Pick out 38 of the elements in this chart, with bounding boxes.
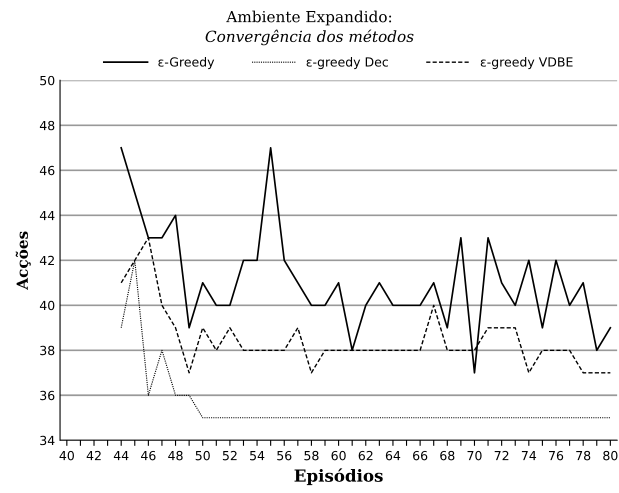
x-tick-label: 42 [86, 450, 101, 460]
y-tick-label: 40 [40, 300, 54, 310]
x-tick-label: 54 [250, 451, 264, 460]
y-tick-label: 38 [40, 346, 54, 356]
x-tick-label: 76 [549, 450, 564, 460]
legend-label: ε-greedy Dec [306, 57, 388, 70]
x-tick-label: 62 [358, 450, 372, 460]
x-tick-label: 64 [386, 450, 400, 460]
x-tick-label: 74 [522, 451, 536, 460]
y-tick-label: 34 [40, 436, 54, 446]
x-axis-title: Episódios [294, 468, 383, 486]
x-tick-label: 50 [196, 450, 210, 460]
y-tick-label: 46 [40, 166, 54, 176]
y-tick-label: 48 [40, 120, 54, 130]
y-tick-label: 44 [40, 210, 54, 220]
y-tick-label: 50 [40, 76, 54, 86]
x-tick-label: 66 [413, 450, 428, 460]
y-tick-label: 36 [40, 390, 54, 400]
x-tick-label: 78 [576, 450, 590, 460]
x-tick-label: 60 [332, 450, 346, 460]
y-tick-label: 42 [40, 256, 54, 266]
x-tick-label: 56 [277, 450, 292, 460]
x-tick-label: 40 [59, 450, 74, 460]
x-tick-label: 80 [603, 450, 618, 460]
x-tick-label: 52 [222, 450, 237, 460]
legend-label: ε-greedy VDBE [480, 57, 573, 70]
chart-subtitle: Convergência dos métodos [206, 30, 414, 46]
y-axis-title: Acções [16, 231, 31, 290]
x-tick-label: 44 [114, 451, 128, 460]
x-tick-label: 48 [168, 450, 183, 460]
line-series [120, 147, 612, 374]
chart-title: Ambiente Expandido: [226, 10, 392, 26]
x-tick-label: 68 [440, 450, 454, 460]
x-tick-label: 58 [304, 450, 319, 460]
x-tick-label: 72 [494, 450, 508, 460]
legend-label: ε-Greedy [158, 57, 214, 70]
x-tick-label: 46 [141, 450, 156, 460]
x-tick-label: 70 [468, 450, 482, 460]
